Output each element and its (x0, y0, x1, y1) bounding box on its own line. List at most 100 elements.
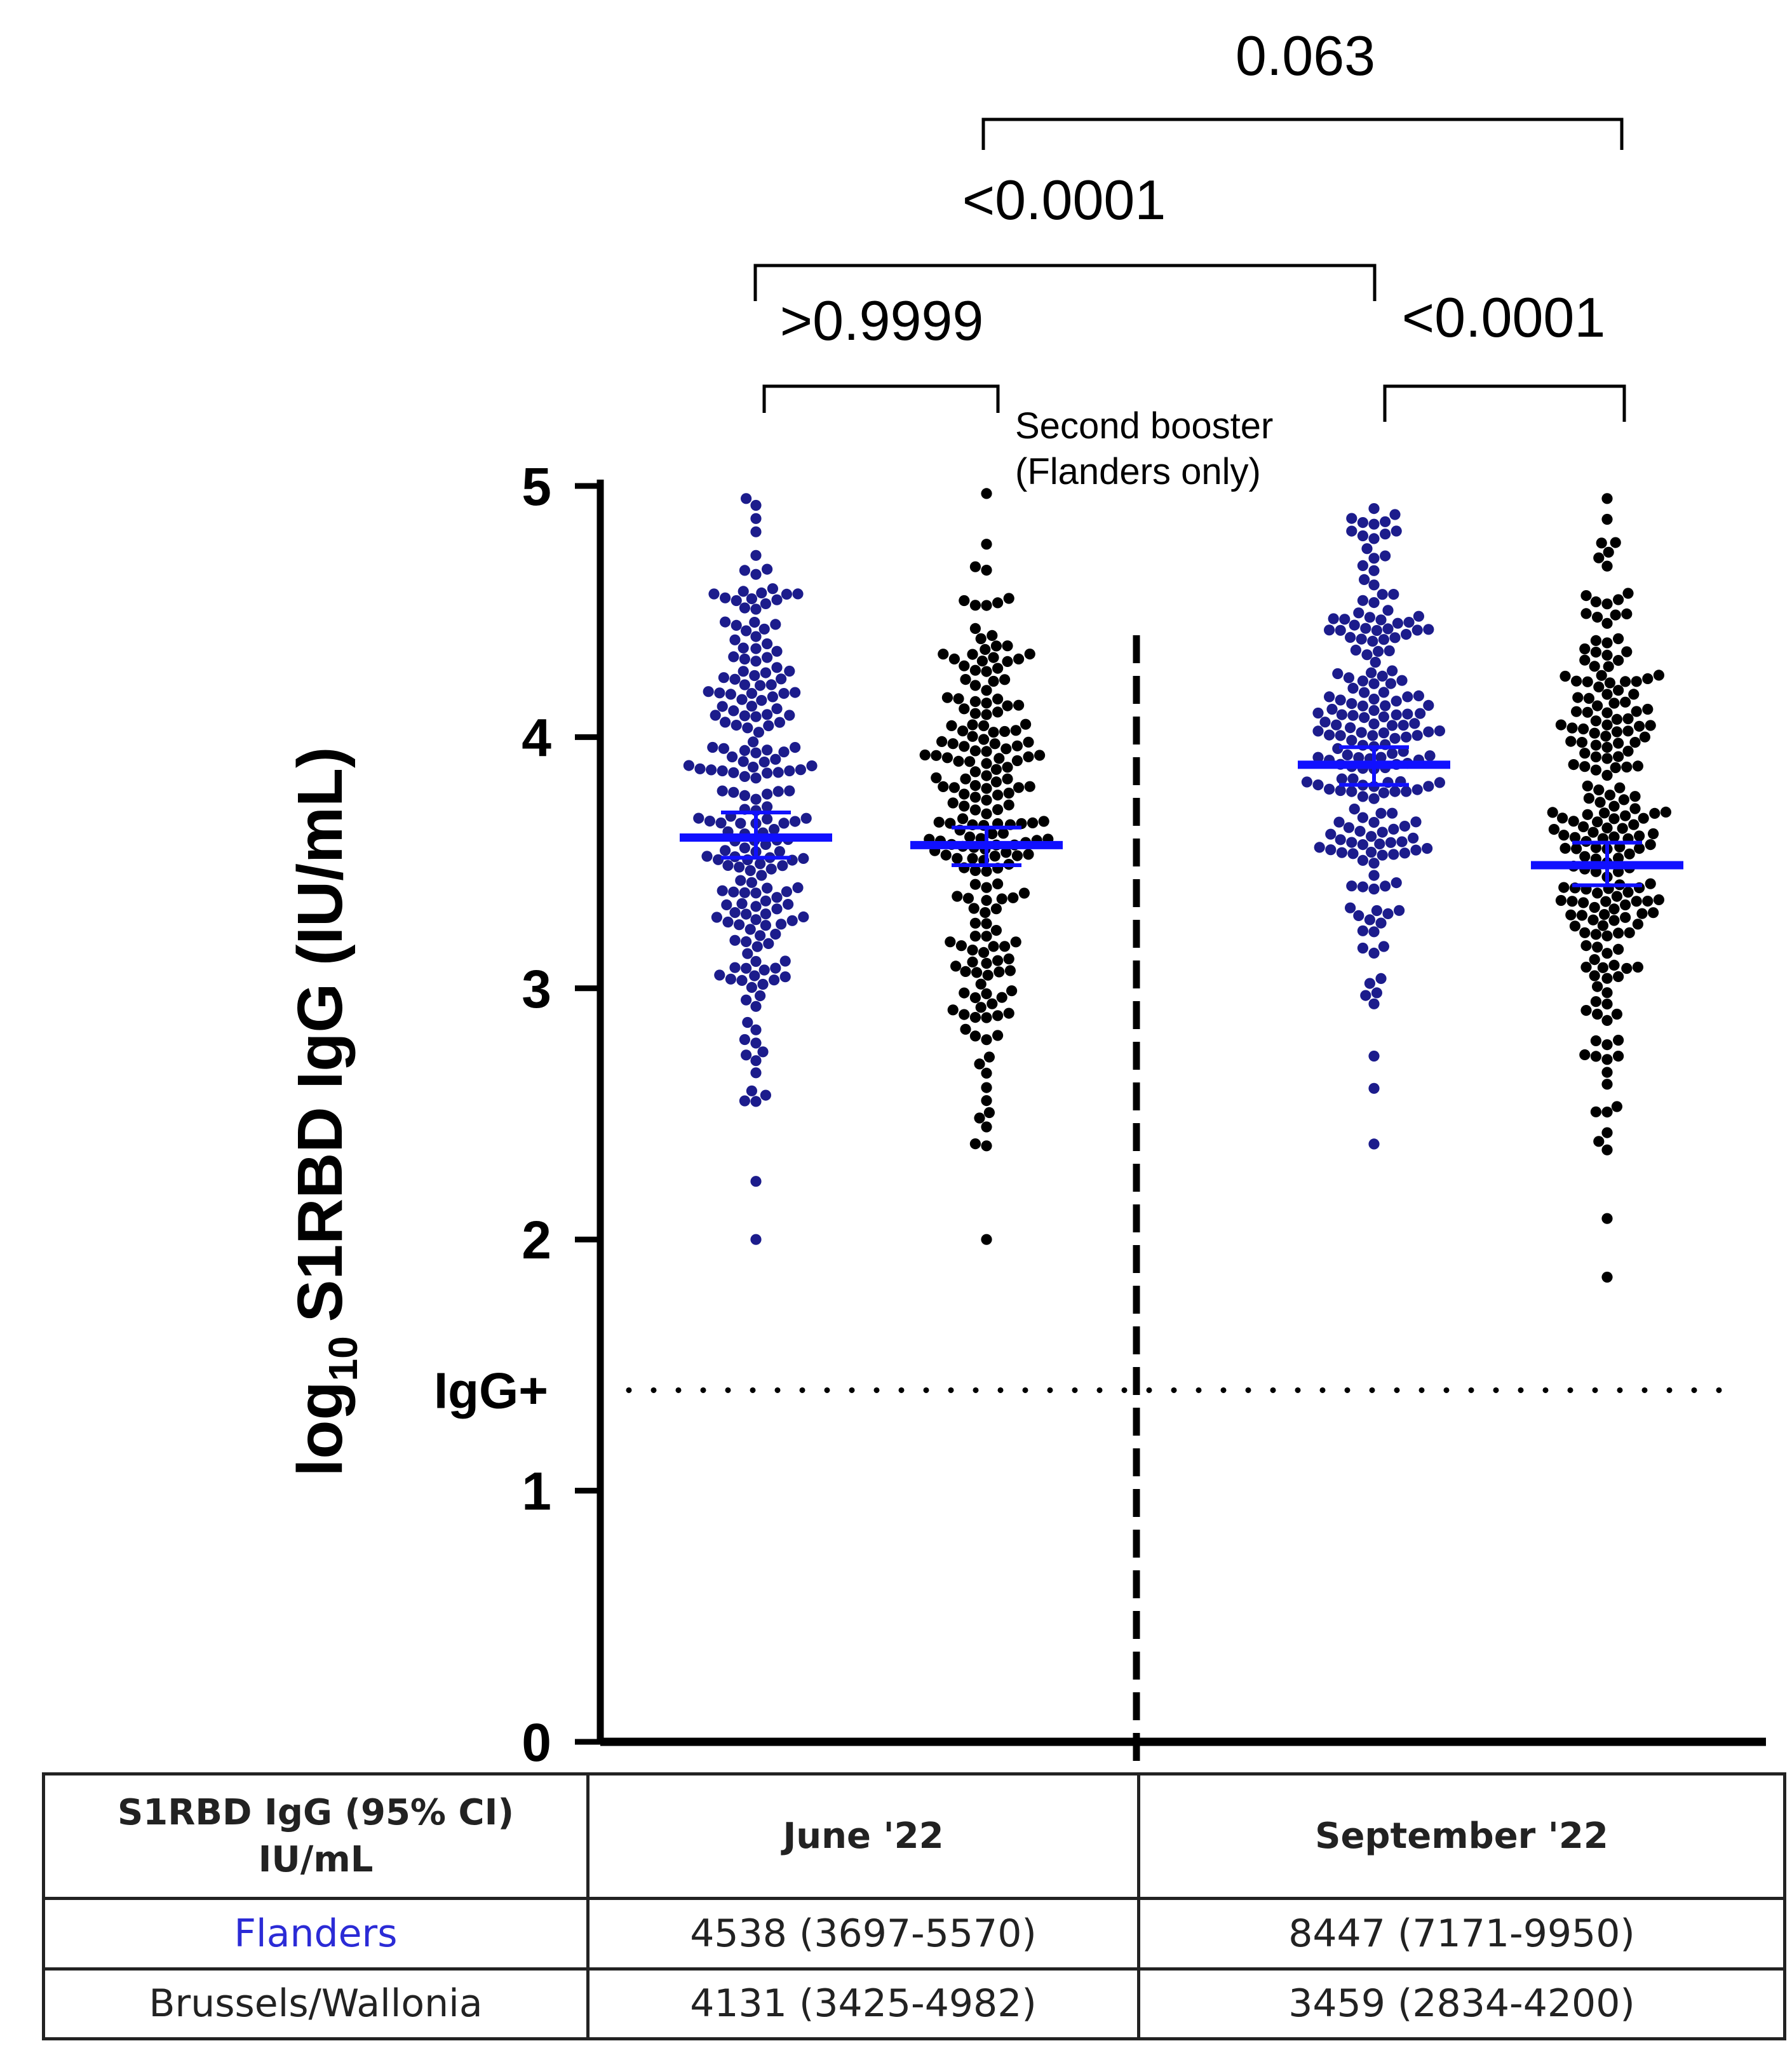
data-point-group-4 (1653, 670, 1664, 681)
data-point-group-3 (1380, 880, 1391, 892)
data-point-group-4 (1571, 706, 1582, 717)
row-name-flanders: Flanders (42, 1897, 589, 1971)
data-point-group-2 (1018, 887, 1030, 899)
data-point-group-4 (1579, 761, 1591, 772)
data-point-group-1 (741, 962, 752, 974)
data-point-group-1 (753, 727, 764, 738)
data-point-group-3 (1391, 709, 1402, 720)
data-point-group-1 (718, 743, 729, 754)
data-point-group-3 (1325, 844, 1337, 856)
data-point-group-2 (969, 992, 981, 1004)
bracket-september-groups (1383, 384, 1626, 422)
data-point-group-1 (790, 742, 801, 753)
data-point-group-1 (741, 1049, 752, 1061)
data-point-group-1 (711, 912, 722, 923)
data-point-group-1 (722, 916, 734, 928)
data-point-group-3 (1396, 675, 1408, 686)
data-point-group-2 (919, 749, 931, 761)
data-point-group-2 (983, 1051, 995, 1063)
data-point-group-2 (1004, 965, 1016, 976)
data-point-group-3 (1324, 691, 1335, 703)
data-point-group-1 (721, 899, 732, 910)
data-point-group-4 (1610, 762, 1621, 774)
data-point-group-4 (1580, 940, 1592, 952)
data-point-group-1 (741, 625, 752, 637)
data-point-group-3 (1339, 614, 1351, 625)
data-point-group-1 (762, 813, 773, 825)
data-point-group-1 (728, 651, 739, 663)
data-point-group-1 (748, 762, 759, 773)
data-point-group-3 (1335, 730, 1346, 741)
data-point-group-3 (1367, 635, 1378, 647)
data-point-group-2 (990, 925, 1002, 936)
data-point-group-2 (967, 719, 978, 731)
data-point-group-3 (1314, 842, 1325, 853)
data-point-group-1 (717, 765, 728, 777)
data-point-group-4 (1624, 848, 1635, 859)
data-point-group-4 (1599, 807, 1610, 819)
y-axis-label-log: log (285, 1381, 356, 1476)
data-point-group-4 (1601, 493, 1613, 504)
data-point-group-1 (777, 860, 788, 872)
data-point-group-4 (1631, 676, 1642, 687)
data-point-group-2 (1011, 740, 1023, 751)
data-point-group-1 (792, 882, 804, 893)
data-point-group-4 (1601, 1271, 1613, 1283)
data-point-group-1 (756, 695, 767, 706)
data-point-group-3 (1367, 730, 1378, 741)
data-point-group-2 (964, 756, 976, 767)
data-point-group-1 (728, 767, 739, 778)
data-point-group-1 (771, 892, 783, 903)
data-point-group-3 (1392, 617, 1403, 629)
data-point-group-4 (1621, 761, 1633, 773)
data-point-group-2 (941, 752, 953, 764)
data-point-group-3 (1312, 707, 1324, 719)
data-point-group-1 (750, 711, 762, 722)
y-tick-label-5: 5 (522, 457, 551, 516)
data-point-group-4 (1592, 816, 1603, 828)
data-point-group-2 (981, 685, 992, 696)
data-point-group-3 (1385, 837, 1396, 848)
data-point-group-1 (731, 595, 742, 607)
data-point-group-1 (806, 760, 818, 772)
data-point-group-4 (1558, 830, 1570, 841)
data-point-group-4 (1636, 908, 1648, 919)
data-point-group-4 (1601, 999, 1613, 1010)
data-point-group-1 (760, 908, 771, 920)
data-point-group-4 (1613, 1051, 1624, 1062)
data-point-group-4 (1610, 609, 1621, 621)
data-point-group-2 (981, 488, 992, 499)
data-point-group-3 (1384, 645, 1395, 657)
data-point-group-1 (762, 709, 773, 720)
data-point-group-4 (1608, 915, 1620, 926)
data-point-group-2 (990, 764, 1002, 775)
data-point-group-2 (981, 1067, 992, 1079)
data-point-group-2 (981, 808, 992, 819)
data-point-group-3 (1368, 1050, 1380, 1062)
data-point-group-4 (1624, 927, 1635, 938)
data-point-group-1 (717, 885, 728, 896)
data-point-group-1 (770, 753, 781, 765)
data-point-group-3 (1366, 667, 1377, 678)
y-tick-label-0: 0 (522, 1713, 551, 1772)
data-point-group-4 (1582, 780, 1593, 792)
data-point-group-4 (1590, 1035, 1601, 1046)
data-point-group-3 (1368, 998, 1380, 1009)
data-point-group-2 (1003, 799, 1014, 811)
data-point-group-3 (1328, 613, 1339, 624)
data-point-group-1 (770, 929, 781, 940)
data-point-group-4 (1596, 537, 1607, 549)
data-point-group-1 (720, 616, 731, 628)
data-point-group-3 (1368, 1138, 1380, 1150)
data-point-group-2 (952, 852, 963, 864)
data-point-group-2 (981, 1121, 992, 1133)
data-point-group-4 (1590, 764, 1601, 776)
data-point-group-1 (725, 689, 736, 700)
data-point-group-2 (990, 776, 1002, 788)
data-point-group-1 (762, 745, 773, 756)
data-point-group-4 (1571, 675, 1582, 687)
data-point-group-1 (784, 765, 795, 777)
data-point-group-4 (1642, 703, 1654, 715)
data-point-group-4 (1601, 1213, 1613, 1224)
data-point-group-4 (1601, 707, 1613, 718)
